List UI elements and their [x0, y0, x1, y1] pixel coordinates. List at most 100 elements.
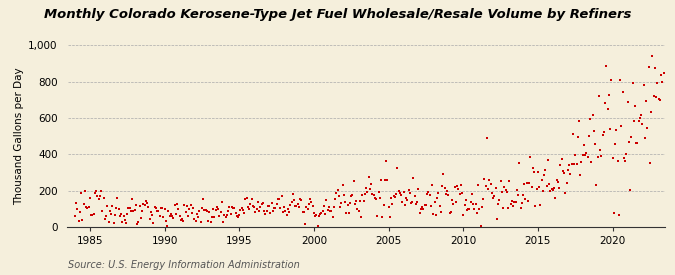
Point: [292, 202, 303, 207]
Y-axis label: Thousand Gallons per Day: Thousand Gallons per Day: [14, 67, 24, 205]
Point: [146, 213, 157, 217]
Point: [286, 199, 297, 204]
Point: [587, 113, 598, 117]
Point: [158, 215, 169, 219]
Point: [580, 153, 591, 157]
Point: [546, 187, 557, 192]
Point: [360, 185, 371, 190]
Point: [593, 94, 604, 98]
Point: [193, 215, 204, 219]
Point: [256, 202, 267, 206]
Point: [652, 81, 663, 85]
Point: [112, 196, 123, 200]
Point: [555, 163, 566, 168]
Point: [209, 215, 220, 219]
Point: [379, 177, 390, 182]
Point: [342, 203, 353, 207]
Point: [101, 214, 111, 219]
Point: [167, 213, 178, 218]
Point: [642, 126, 653, 130]
Point: [615, 78, 626, 82]
Point: [102, 204, 113, 208]
Point: [121, 221, 132, 226]
Point: [606, 78, 617, 82]
Point: [480, 184, 491, 189]
Point: [510, 199, 521, 204]
Point: [155, 206, 166, 211]
Point: [70, 213, 80, 218]
Point: [186, 203, 196, 207]
Point: [83, 204, 94, 209]
Point: [620, 159, 630, 163]
Point: [171, 202, 182, 207]
Point: [224, 204, 235, 209]
Point: [213, 207, 223, 211]
Point: [391, 192, 402, 196]
Point: [534, 185, 545, 189]
Point: [252, 200, 263, 205]
Point: [383, 204, 394, 209]
Point: [211, 205, 222, 209]
Point: [459, 203, 470, 207]
Point: [468, 202, 479, 207]
Point: [124, 206, 135, 211]
Point: [543, 158, 554, 162]
Point: [298, 210, 309, 214]
Point: [322, 208, 333, 213]
Point: [234, 213, 244, 217]
Point: [584, 134, 595, 139]
Point: [137, 209, 148, 214]
Point: [180, 210, 191, 214]
Point: [475, 224, 486, 228]
Point: [456, 183, 466, 187]
Point: [414, 211, 425, 215]
Point: [192, 212, 202, 216]
Point: [259, 209, 269, 213]
Point: [575, 173, 586, 177]
Point: [319, 204, 329, 208]
Point: [624, 188, 635, 192]
Point: [119, 218, 130, 222]
Point: [558, 169, 568, 173]
Point: [223, 209, 234, 214]
Point: [516, 201, 527, 205]
Point: [235, 208, 246, 212]
Point: [88, 212, 99, 216]
Point: [161, 218, 171, 223]
Point: [113, 207, 124, 211]
Point: [273, 197, 284, 201]
Point: [515, 206, 526, 210]
Point: [105, 209, 115, 213]
Point: [76, 191, 86, 196]
Point: [639, 83, 649, 87]
Point: [217, 200, 227, 205]
Point: [320, 212, 331, 216]
Point: [246, 197, 257, 202]
Point: [608, 156, 618, 161]
Point: [177, 217, 188, 221]
Point: [357, 192, 368, 197]
Point: [169, 202, 180, 207]
Point: [99, 216, 110, 221]
Point: [143, 205, 154, 210]
Point: [376, 177, 387, 182]
Point: [422, 192, 433, 196]
Point: [182, 204, 192, 209]
Point: [653, 97, 664, 101]
Point: [605, 127, 616, 131]
Point: [189, 217, 200, 221]
Point: [494, 197, 505, 202]
Point: [347, 192, 358, 197]
Point: [514, 160, 524, 165]
Point: [238, 208, 248, 212]
Point: [291, 204, 302, 208]
Point: [81, 205, 92, 210]
Point: [647, 54, 658, 58]
Point: [649, 66, 660, 70]
Point: [183, 214, 194, 219]
Point: [304, 202, 315, 206]
Point: [387, 202, 398, 206]
Point: [190, 219, 201, 224]
Point: [443, 193, 454, 198]
Point: [244, 207, 254, 211]
